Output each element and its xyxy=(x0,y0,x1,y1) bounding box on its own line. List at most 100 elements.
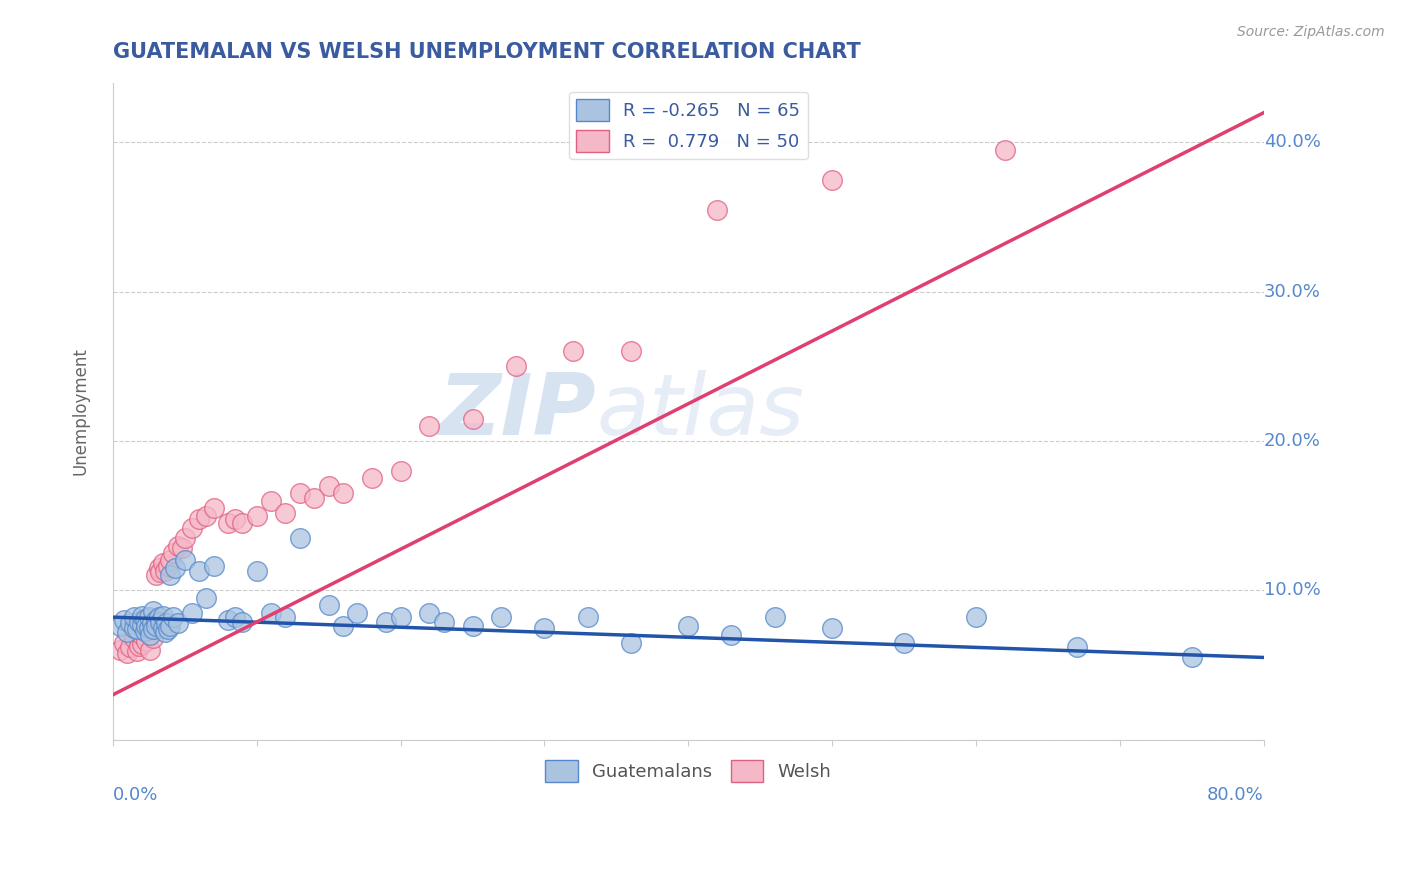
Point xyxy=(217,516,239,530)
Text: 40.0%: 40.0% xyxy=(1264,134,1320,152)
Point xyxy=(346,606,368,620)
Point xyxy=(389,610,412,624)
Point xyxy=(142,622,165,636)
Point xyxy=(149,615,172,629)
Point xyxy=(620,635,643,649)
Point xyxy=(127,644,149,658)
Point xyxy=(217,613,239,627)
Point xyxy=(260,493,283,508)
Point xyxy=(1066,640,1088,654)
Point xyxy=(142,631,165,645)
Point xyxy=(131,608,153,623)
Point xyxy=(163,561,186,575)
Text: 80.0%: 80.0% xyxy=(1208,786,1264,804)
Point xyxy=(162,610,184,624)
Point xyxy=(195,591,218,605)
Point xyxy=(433,615,456,629)
Point xyxy=(231,615,253,629)
Point xyxy=(108,619,131,633)
Point xyxy=(620,344,643,359)
Point xyxy=(162,546,184,560)
Point xyxy=(128,615,150,629)
Point xyxy=(170,541,193,556)
Text: GUATEMALAN VS WELSH UNEMPLOYMENT CORRELATION CHART: GUATEMALAN VS WELSH UNEMPLOYMENT CORRELA… xyxy=(112,42,860,62)
Point xyxy=(260,606,283,620)
Point xyxy=(318,479,340,493)
Point xyxy=(202,559,225,574)
Point xyxy=(304,491,326,505)
Point xyxy=(332,619,354,633)
Point xyxy=(224,511,246,525)
Point xyxy=(134,612,156,626)
Point xyxy=(562,344,585,359)
Point xyxy=(418,419,440,434)
Point xyxy=(134,625,156,640)
Text: 0.0%: 0.0% xyxy=(112,786,159,804)
Point xyxy=(148,610,170,624)
Text: 30.0%: 30.0% xyxy=(1264,283,1320,301)
Point xyxy=(821,173,844,187)
Point xyxy=(274,506,297,520)
Point xyxy=(159,568,181,582)
Point xyxy=(124,621,146,635)
Point xyxy=(505,359,527,374)
Point xyxy=(145,619,167,633)
Point xyxy=(134,624,156,638)
Point xyxy=(389,464,412,478)
Point xyxy=(135,619,157,633)
Point xyxy=(138,621,160,635)
Point xyxy=(153,564,176,578)
Point xyxy=(115,625,138,640)
Point xyxy=(135,634,157,648)
Point xyxy=(159,619,181,633)
Point xyxy=(994,143,1017,157)
Point xyxy=(202,501,225,516)
Point xyxy=(274,610,297,624)
Point xyxy=(112,613,135,627)
Point xyxy=(821,621,844,635)
Point xyxy=(156,622,179,636)
Point xyxy=(188,564,211,578)
Point xyxy=(131,637,153,651)
Point xyxy=(115,646,138,660)
Point xyxy=(139,643,162,657)
Y-axis label: Unemployment: Unemployment xyxy=(72,347,89,475)
Point xyxy=(332,486,354,500)
Point xyxy=(148,561,170,575)
Point xyxy=(141,616,163,631)
Point xyxy=(576,610,599,624)
Point xyxy=(224,610,246,624)
Point xyxy=(131,617,153,632)
Point xyxy=(720,628,742,642)
Point xyxy=(153,625,176,640)
Text: Source: ZipAtlas.com: Source: ZipAtlas.com xyxy=(1237,25,1385,39)
Point xyxy=(461,619,484,633)
Legend: Guatemalans, Welsh: Guatemalans, Welsh xyxy=(538,753,838,789)
Text: atlas: atlas xyxy=(596,369,804,452)
Point xyxy=(120,616,142,631)
Point xyxy=(375,615,398,629)
Point xyxy=(124,610,146,624)
Point xyxy=(181,606,204,620)
Point xyxy=(246,564,269,578)
Point xyxy=(491,610,513,624)
Point xyxy=(155,616,177,631)
Point xyxy=(461,411,484,425)
Point xyxy=(893,635,915,649)
Point xyxy=(195,508,218,523)
Point xyxy=(288,486,311,500)
Point xyxy=(181,520,204,534)
Point xyxy=(1181,650,1204,665)
Point xyxy=(131,628,153,642)
Point xyxy=(166,616,188,631)
Point xyxy=(127,622,149,636)
Point xyxy=(166,539,188,553)
Point xyxy=(108,643,131,657)
Point xyxy=(152,621,174,635)
Point xyxy=(318,598,340,612)
Text: 20.0%: 20.0% xyxy=(1264,432,1320,450)
Point xyxy=(112,635,135,649)
Point xyxy=(246,508,269,523)
Point xyxy=(763,610,786,624)
Point xyxy=(173,531,195,545)
